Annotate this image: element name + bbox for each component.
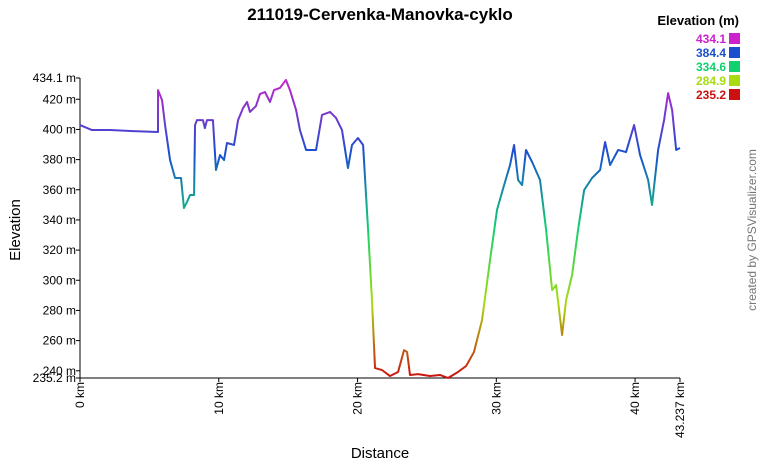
y-tick-label: 434.1 m <box>33 71 76 85</box>
y-tick-label: 235.2 m <box>33 371 76 385</box>
x-tick-label: 0 km <box>73 382 87 408</box>
legend-swatch <box>729 89 740 100</box>
y-tick-label: 340 m <box>43 213 76 227</box>
y-tick-label: 260 m <box>43 334 76 348</box>
y-tick-label: 400 m <box>43 122 76 136</box>
elevation-line <box>79 78 681 379</box>
legend-swatch <box>729 61 740 72</box>
x-tick-label: 40 km <box>628 382 642 415</box>
y-tick-label: 300 m <box>43 273 76 287</box>
chart-title: 211019-Cervenka-Manovka-cyklo <box>247 5 513 24</box>
legend-swatch <box>729 75 740 86</box>
y-tick-label: 240 m <box>43 364 76 378</box>
legend-label: 434.1 <box>696 32 726 46</box>
legend-title: Elevation (m) <box>657 13 739 28</box>
x-tick-label: 43.237 km <box>673 382 687 438</box>
x-tick-label: 10 km <box>212 382 226 415</box>
y-axis-label: Elevation <box>7 199 24 261</box>
x-axis-label: Distance <box>351 445 409 460</box>
legend-label: 235.2 <box>696 88 726 102</box>
legend-label: 384.4 <box>696 46 726 60</box>
credit: created by GPSVisualizer.com <box>745 149 759 311</box>
y-tick-label: 280 m <box>43 303 76 317</box>
y-tick-label: 420 m <box>43 92 76 106</box>
y-tick-label: 380 m <box>43 153 76 167</box>
y-tick-label: 360 m <box>43 183 76 197</box>
legend-swatch <box>729 47 740 58</box>
legend-swatch <box>729 33 740 44</box>
x-tick-label: 30 km <box>489 382 503 415</box>
x-tick-label: 20 km <box>351 382 365 415</box>
y-tick-label: 320 m <box>43 243 76 257</box>
legend-label: 284.9 <box>696 74 726 88</box>
legend-label: 334.6 <box>696 60 726 74</box>
